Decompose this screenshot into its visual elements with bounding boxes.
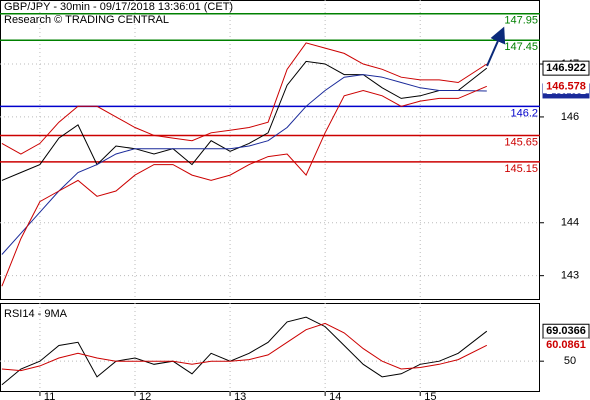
price-panel — [0, 0, 540, 300]
series-line — [1, 316, 488, 386]
value-tag: 146.578 — [546, 80, 586, 92]
series-line — [1, 74, 487, 255]
x-tick-label: 15 — [424, 391, 436, 400]
y-tick-label: 146 — [561, 111, 579, 123]
x-tick-label: 13 — [234, 391, 246, 400]
value-tag: 69.0366 — [546, 325, 586, 337]
level-label: 145.65 — [504, 136, 538, 148]
series-line — [1, 322, 488, 372]
value-tag-box — [542, 323, 590, 339]
value-tag: 146.922 — [546, 62, 586, 74]
x-tick-label: 14 — [329, 391, 341, 400]
value-tag: 60.0861 — [546, 339, 586, 351]
series-line — [1, 85, 487, 287]
value-tag-box — [543, 79, 589, 94]
level-label: 145.15 — [504, 163, 538, 175]
y-tick-label: 50 — [564, 355, 576, 367]
x-tick-label: 12 — [139, 391, 151, 400]
series-line — [1, 42, 488, 155]
level-label: 147.45 — [504, 41, 538, 53]
level-label: 147.95 — [504, 15, 538, 27]
value-tag-box — [543, 338, 589, 353]
y-tick-label: 143 — [561, 270, 579, 282]
level-label: 146.2 — [510, 107, 538, 119]
x-tick-label: 11 — [44, 391, 55, 400]
chart-title: GBP/JPY - 30min - 09/17/2018 13:36:01 (C… — [4, 1, 233, 13]
forecast-arrow — [486, 26, 506, 67]
value-tag-box — [542, 60, 590, 76]
rsi-panel — [0, 303, 540, 392]
rsi-title: RSI14 - 9MA — [4, 308, 68, 320]
chart-subtitle: Research © TRADING CENTRAL — [4, 14, 169, 26]
y-tick-label: 144 — [561, 217, 579, 229]
